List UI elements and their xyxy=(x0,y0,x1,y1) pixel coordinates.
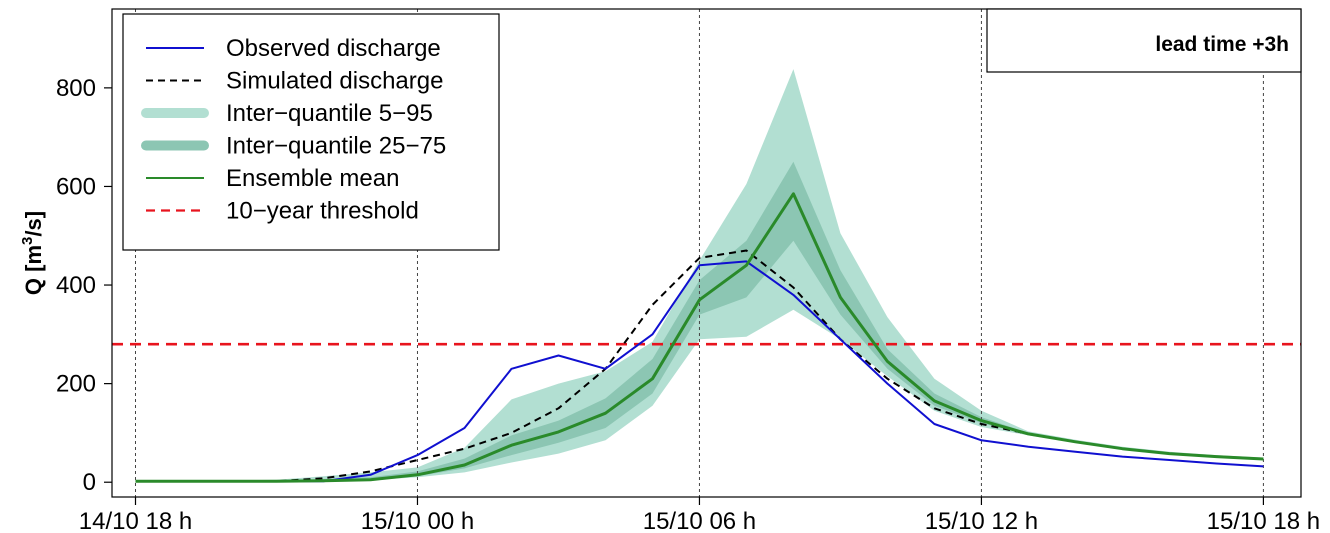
x-tick-label: 15/10 18 h xyxy=(1207,508,1320,533)
legend-label-q5_95: Inter−quantile 5−95 xyxy=(226,100,433,127)
legend-label-mean: Ensemble mean xyxy=(226,165,399,192)
legend-items: Observed discharge Simulated discharge Int… xyxy=(141,35,446,225)
y-tick-label: 0 xyxy=(83,469,96,496)
y-tick-label: 800 xyxy=(56,75,96,102)
legend: Observed discharge Simulated discharge Int… xyxy=(122,13,500,251)
legend-label-observed: Observed discharge xyxy=(226,35,441,62)
plot-frame xyxy=(111,8,1302,498)
series-mean xyxy=(135,192,1264,483)
legend-label-simulated: Simulated discharge xyxy=(226,68,443,95)
y-tick-label: 600 xyxy=(56,173,96,200)
lead-time-frame xyxy=(986,8,1302,73)
x-tick-label: 15/10 12 h xyxy=(925,508,1038,533)
y-tick-label: 200 xyxy=(56,371,96,398)
legend-label-q25_75: Inter−quantile 25−75 xyxy=(226,133,446,160)
legend-frame xyxy=(122,13,500,251)
y-axis-label: Q [m3/s] xyxy=(19,211,46,295)
series-lines xyxy=(112,192,1301,483)
lead-time-annotation: lead time +3h xyxy=(1155,33,1289,56)
y-tick-label: 400 xyxy=(56,272,96,299)
x-tick-label: 15/10 00 h xyxy=(361,508,474,533)
x-tick-label: 15/10 06 h xyxy=(643,508,756,533)
lead-time-box: lead time +3h xyxy=(986,8,1302,73)
axes: 0 200 400 600 800 14/10 18 h 15/10 00 h 15/10 0… xyxy=(56,75,1320,533)
x-tick-label: 14/10 18 h xyxy=(79,508,192,533)
legend-label-threshold: 10−year threshold xyxy=(226,198,419,225)
